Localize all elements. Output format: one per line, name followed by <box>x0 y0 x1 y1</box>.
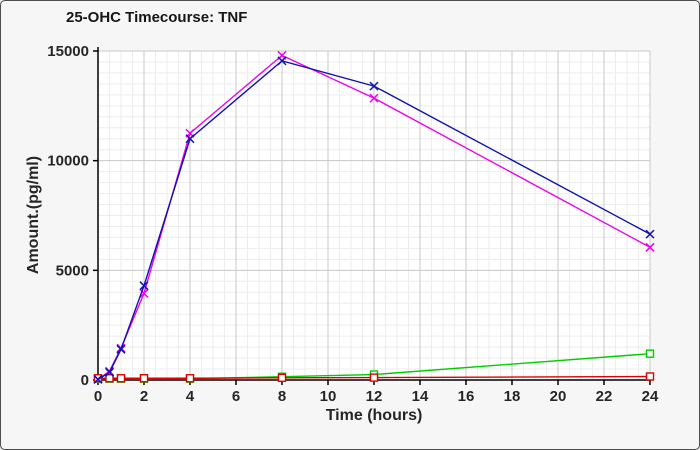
marker-x-blue-crosses <box>93 374 103 384</box>
marker-square-red-squares <box>116 374 126 383</box>
marker-square-red-squares <box>645 372 655 381</box>
x-tick-label: 10 <box>320 388 337 405</box>
marker-square-green-squares <box>645 349 655 358</box>
y-tick-label: 5000 <box>56 262 89 279</box>
marker-x-blue-crosses <box>277 56 287 66</box>
marker-square-red-squares <box>105 374 114 383</box>
x-tick-label: 22 <box>596 388 613 405</box>
x-tick-label: 2 <box>140 388 148 405</box>
x-tick-label: 20 <box>550 388 567 405</box>
x-tick-label: 14 <box>412 388 429 405</box>
marker-square-red-squares <box>93 374 103 383</box>
chart-title: 25-OHC Timecourse: TNF <box>66 9 248 26</box>
marker-x-blue-crosses <box>139 281 149 291</box>
marker-x-blue-crosses <box>645 229 655 239</box>
marker-square-red-squares <box>369 373 379 382</box>
y-tick-label: 15000 <box>47 43 89 60</box>
marker-square-red-squares <box>139 374 149 383</box>
x-tick-label: 24 <box>642 388 659 405</box>
x-tick-label: 16 <box>458 388 475 405</box>
x-axis-title: Time (hours) <box>325 407 423 424</box>
y-tick-label: 0 <box>81 372 89 389</box>
x-tick-label: 8 <box>278 388 286 405</box>
marker-x-magenta-crosses <box>645 242 655 252</box>
marker-x-blue-crosses <box>116 344 126 354</box>
series-line-blue-crosses <box>97 60 651 380</box>
x-tick-label: 0 <box>94 388 102 405</box>
marker-square-red-squares <box>185 374 195 383</box>
marker-x-magenta-crosses <box>139 288 149 298</box>
y-tick-label: 10000 <box>47 153 89 170</box>
x-tick-label: 12 <box>366 388 383 405</box>
marker-x-blue-crosses <box>369 81 379 91</box>
x-tick-label: 4 <box>186 388 195 405</box>
x-tick-label: 6 <box>232 388 240 405</box>
marker-x-magenta-crosses <box>369 93 379 103</box>
marker-x-blue-crosses <box>185 134 195 144</box>
marker-square-red-squares <box>277 373 287 383</box>
x-tick-label: 18 <box>504 388 521 405</box>
y-axis-title: Amount.(pg/ml) <box>25 155 42 275</box>
marker-x-blue-crosses <box>104 367 115 377</box>
